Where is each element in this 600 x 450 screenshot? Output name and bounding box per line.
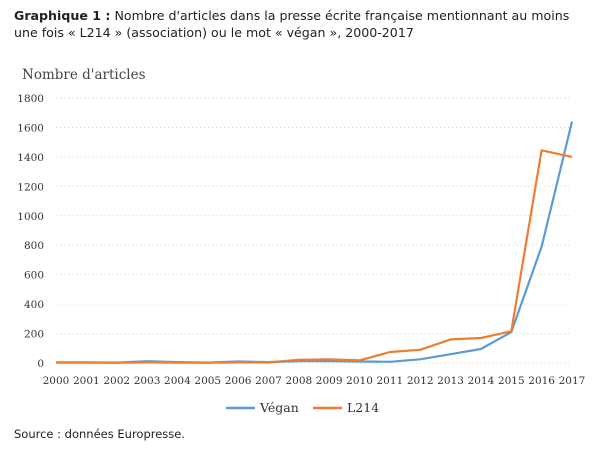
x-tick-label: 2012 xyxy=(407,375,434,387)
caption-label: Graphique 1 : xyxy=(14,8,111,23)
x-tick-label: 2014 xyxy=(468,375,495,387)
x-tick-label: 2009 xyxy=(316,375,343,387)
x-tick-label: 2017 xyxy=(559,375,586,387)
y-tick-label: 1400 xyxy=(17,152,44,164)
chart-caption: Graphique 1 : Nombre d'articles dans la … xyxy=(14,7,589,41)
x-tick-label: 2004 xyxy=(164,375,191,387)
series-lines xyxy=(55,121,574,364)
x-tick-label: 2011 xyxy=(377,375,404,387)
y-tick-label: 1600 xyxy=(17,122,44,134)
x-tick-label: 2007 xyxy=(255,375,282,387)
x-tick-label: 2016 xyxy=(528,375,555,387)
legend: Végan L214 xyxy=(226,400,379,415)
x-tick-labels: 2000 2001 2002 2003 2004 2005 2006 2007 2008 2009… xyxy=(43,375,586,387)
y-axis-label: Nombre d'articles xyxy=(22,67,146,83)
series-line-v-gan xyxy=(55,121,574,364)
y-tick-label: 200 xyxy=(24,329,44,341)
x-tick-label: 2002 xyxy=(103,375,130,387)
y-tick-label: 1000 xyxy=(17,211,44,223)
x-tick-label: 2000 xyxy=(43,375,70,387)
y-tick-label: 0 xyxy=(37,358,44,370)
x-tick-label: 2005 xyxy=(194,375,221,387)
grid-lines xyxy=(56,97,572,364)
y-tick-label: 1800 xyxy=(17,93,44,105)
caption-text: Nombre d'articles dans la presse écrite … xyxy=(14,8,570,40)
x-tick-label: 2015 xyxy=(498,375,525,387)
y-tick-label: 400 xyxy=(24,299,44,311)
y-tick-label: 1200 xyxy=(17,181,44,193)
legend-label: L214 xyxy=(347,400,379,415)
y-tick-label: 600 xyxy=(24,270,44,282)
source-note: Source : données Europresse. xyxy=(14,427,186,441)
legend-label: Végan xyxy=(259,400,299,415)
y-tick-labels: 0 200 400 600 800 1000 1200 1400 1600 1800 xyxy=(17,93,44,370)
x-tick-label: 2003 xyxy=(134,375,161,387)
y-tick-label: 800 xyxy=(24,240,44,252)
x-tick-label: 2001 xyxy=(73,375,100,387)
x-tick-label: 2013 xyxy=(437,375,464,387)
x-tick-label: 2006 xyxy=(225,375,252,387)
series-line-l214 xyxy=(56,149,573,364)
x-tick-label: 2010 xyxy=(346,375,373,387)
x-tick-label: 2008 xyxy=(285,375,312,387)
